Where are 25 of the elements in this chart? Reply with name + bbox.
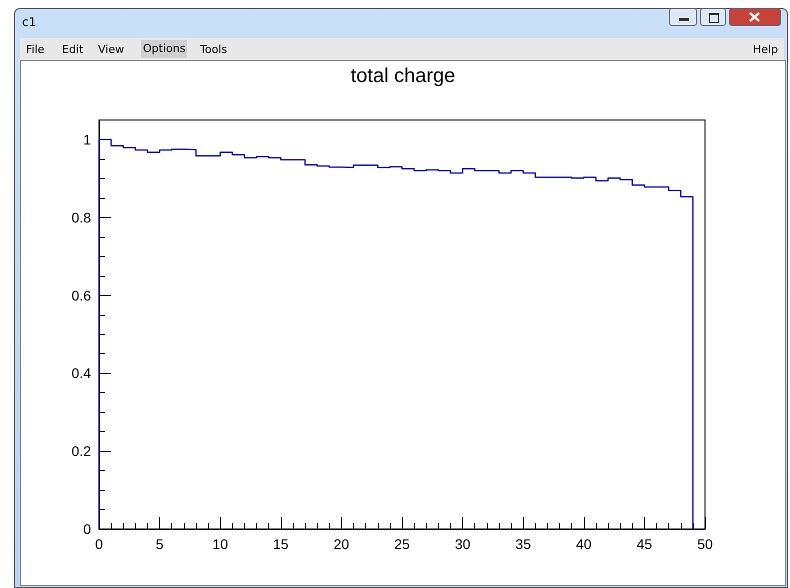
text: Options [141,40,188,58]
y-tick-label: 0.6 [72,287,92,304]
text: File [26,43,44,56]
y-tick-label: 1 [83,131,92,148]
x-tick-label: 15 [273,536,289,552]
text: Help [752,43,778,56]
x-tick-label: 5 [156,536,164,552]
x-tick-label: 50 [697,536,713,552]
text: Tools [200,43,228,56]
x-tick-label: 45 [636,536,652,552]
chart-title: total charge [350,65,456,87]
y-tick-label: 0 [83,521,92,537]
y-tick-label: 0.2 [72,443,92,460]
x-tick-label: 35 [515,536,532,552]
x-tick-label: 40 [576,536,592,552]
y-tick-label: 0.4 [72,365,92,382]
x-tick-label: 10 [212,536,228,552]
x-tick-label: 30 [454,536,471,552]
y-tick-label: 0.8 [72,209,92,226]
x-tick-label: 25 [394,536,410,552]
x-tick-label: 0 [95,536,104,552]
x-tick-label: 20 [334,536,350,552]
text: View [98,43,124,56]
text: c1 [22,15,36,29]
text: Edit [62,43,84,56]
